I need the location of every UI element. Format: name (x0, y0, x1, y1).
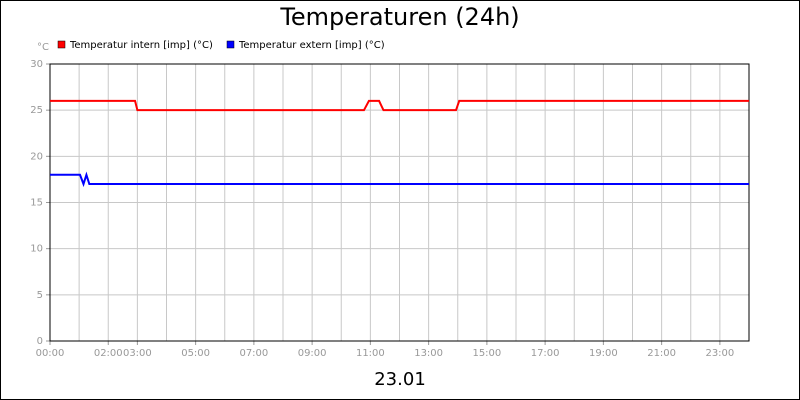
x-tick-label: 21:00 (647, 348, 676, 359)
y-tick-label: 20 (30, 151, 43, 162)
x-tick-label: 05:00 (181, 348, 210, 359)
y-tick-label: 15 (30, 198, 43, 209)
x-tick-label: 13:00 (414, 348, 443, 359)
x-tick-label: 09:00 (298, 348, 327, 359)
x-tick-label: 03:00 (123, 348, 152, 359)
legend-swatch (57, 40, 66, 49)
line-series (50, 99, 749, 112)
y-tick-label: 10 (30, 244, 43, 255)
chart-subtitle: 23.01 (374, 369, 426, 390)
x-tick-label: 02:00 (94, 348, 123, 359)
x-tick-label: 11:00 (356, 348, 385, 359)
x-tick-label: 15:00 (472, 348, 501, 359)
x-tick-label: 23:00 (705, 348, 734, 359)
x-tick-label: 07:00 (239, 348, 268, 359)
y-tick-label: 5 (37, 290, 43, 301)
legend-swatch (226, 40, 235, 49)
y-tick-label: 25 (30, 105, 43, 116)
legend-label: Temperatur extern [imp] (°C) (238, 40, 385, 51)
x-tick-label: 00:00 (36, 348, 65, 359)
x-tick-label: 19:00 (589, 348, 618, 359)
y-tick-label: 0 (37, 336, 43, 347)
legend-label: Temperatur intern [imp] (°C) (69, 40, 213, 51)
x-tick-label: 17:00 (531, 348, 560, 359)
y-tick-label: 30 (30, 59, 43, 70)
chart-title: Temperaturen (24h) (279, 3, 519, 31)
line-series (50, 171, 749, 188)
y-unit: °C (37, 42, 49, 53)
plot-frame (49, 63, 750, 342)
